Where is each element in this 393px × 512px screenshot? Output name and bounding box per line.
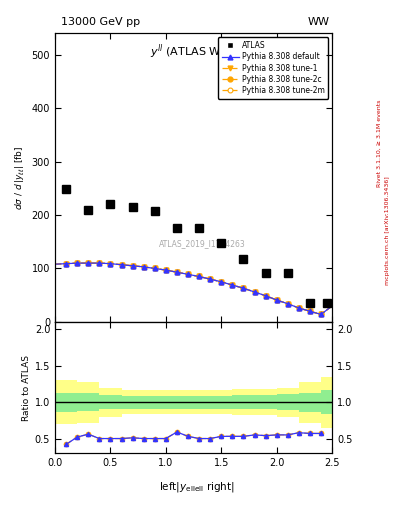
Legend: ATLAS, Pythia 8.308 default, Pythia 8.308 tune-1, Pythia 8.308 tune-2c, Pythia 8: ATLAS, Pythia 8.308 default, Pythia 8.30… (218, 37, 328, 99)
Y-axis label: $d\sigma$ / $d\,|y_{\ell\ell}^{}|$ [fb]: $d\sigma$ / $d\,|y_{\ell\ell}^{}|$ [fb] (14, 145, 28, 210)
Text: $y^{ll}$ (ATLAS WW): $y^{ll}$ (ATLAS WW) (151, 42, 237, 60)
Text: 13000 GeV pp: 13000 GeV pp (61, 16, 140, 27)
Text: mcplots.cern.ch [arXiv:1306.3436]: mcplots.cern.ch [arXiv:1306.3436] (385, 176, 389, 285)
Text: WW: WW (308, 16, 330, 27)
Text: Rivet 3.1.10, ≥ 3.1M events: Rivet 3.1.10, ≥ 3.1M events (377, 100, 382, 187)
Text: left$|y_{\rm ellell}$ right$|$: left$|y_{\rm ellell}$ right$|$ (158, 480, 235, 495)
Y-axis label: Ratio to ATLAS: Ratio to ATLAS (22, 354, 31, 420)
Text: ATLAS_2019_I1734263: ATLAS_2019_I1734263 (158, 240, 245, 248)
